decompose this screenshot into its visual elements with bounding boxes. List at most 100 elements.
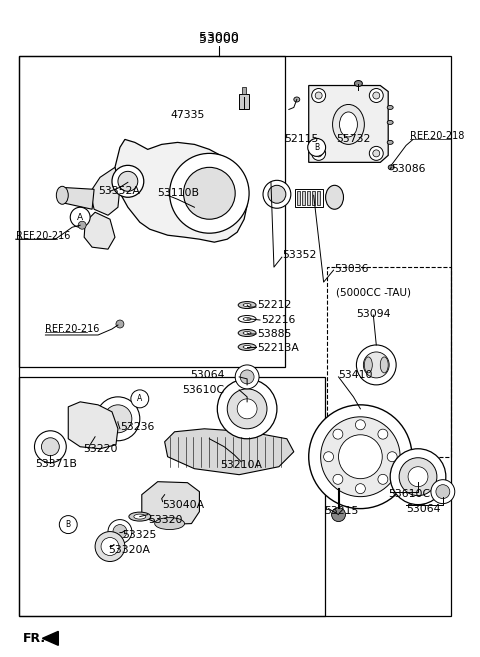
Ellipse shape bbox=[387, 141, 393, 145]
Polygon shape bbox=[142, 482, 199, 524]
Ellipse shape bbox=[333, 104, 364, 145]
Polygon shape bbox=[42, 631, 59, 645]
Circle shape bbox=[235, 365, 259, 389]
Circle shape bbox=[332, 508, 346, 522]
Ellipse shape bbox=[243, 304, 251, 307]
Bar bbox=[19, 56, 285, 367]
Text: 53352A: 53352A bbox=[98, 187, 140, 196]
Text: 53094: 53094 bbox=[356, 309, 391, 319]
Circle shape bbox=[309, 405, 412, 509]
Circle shape bbox=[355, 420, 365, 430]
Polygon shape bbox=[90, 168, 120, 215]
Text: A: A bbox=[77, 213, 83, 221]
Text: 55732: 55732 bbox=[336, 135, 371, 145]
Circle shape bbox=[431, 480, 455, 504]
Text: 53110B: 53110B bbox=[158, 189, 200, 198]
Text: 53000: 53000 bbox=[199, 33, 239, 46]
Text: 52212: 52212 bbox=[257, 300, 291, 310]
Circle shape bbox=[96, 397, 140, 441]
Circle shape bbox=[338, 435, 382, 479]
Ellipse shape bbox=[155, 518, 184, 530]
Text: (5000CC -TAU): (5000CC -TAU) bbox=[336, 287, 411, 297]
Circle shape bbox=[373, 92, 380, 99]
Ellipse shape bbox=[364, 357, 372, 373]
Circle shape bbox=[399, 458, 437, 495]
Circle shape bbox=[378, 474, 388, 484]
Text: 53610C: 53610C bbox=[182, 385, 224, 395]
Circle shape bbox=[268, 185, 286, 203]
Text: 53040A: 53040A bbox=[163, 499, 205, 510]
Text: 53236: 53236 bbox=[120, 422, 154, 432]
Text: B: B bbox=[66, 520, 71, 529]
Circle shape bbox=[217, 379, 277, 439]
Bar bbox=[312, 191, 315, 205]
Bar bbox=[307, 191, 310, 205]
Circle shape bbox=[183, 168, 235, 219]
Ellipse shape bbox=[238, 302, 256, 309]
Circle shape bbox=[131, 390, 149, 408]
Text: FR.: FR. bbox=[23, 632, 46, 645]
Text: REF.20-218: REF.20-218 bbox=[410, 131, 465, 141]
Text: 53210A: 53210A bbox=[220, 460, 262, 470]
Circle shape bbox=[112, 166, 144, 197]
Circle shape bbox=[108, 520, 132, 543]
Bar bbox=[19, 377, 324, 616]
Circle shape bbox=[357, 345, 396, 385]
Circle shape bbox=[169, 153, 249, 233]
Ellipse shape bbox=[238, 330, 256, 336]
Text: 53036: 53036 bbox=[335, 264, 369, 274]
Text: 47335: 47335 bbox=[170, 110, 204, 120]
Circle shape bbox=[263, 180, 291, 208]
Text: REF.20-216: REF.20-216 bbox=[15, 231, 70, 241]
Polygon shape bbox=[165, 429, 294, 475]
Text: B: B bbox=[314, 143, 319, 152]
Circle shape bbox=[35, 431, 66, 463]
Circle shape bbox=[369, 147, 383, 160]
Text: 53064: 53064 bbox=[406, 504, 441, 514]
Circle shape bbox=[308, 139, 325, 156]
Text: A: A bbox=[137, 394, 143, 403]
Text: 53410: 53410 bbox=[338, 370, 373, 380]
Ellipse shape bbox=[388, 165, 394, 170]
Circle shape bbox=[227, 389, 267, 429]
Circle shape bbox=[113, 524, 127, 539]
Circle shape bbox=[60, 516, 77, 533]
Circle shape bbox=[118, 171, 138, 191]
Circle shape bbox=[237, 399, 257, 419]
Ellipse shape bbox=[243, 346, 251, 348]
Ellipse shape bbox=[387, 120, 393, 124]
Circle shape bbox=[373, 150, 380, 157]
Bar bbox=[242, 87, 246, 95]
Bar bbox=[295, 189, 323, 207]
Circle shape bbox=[78, 221, 86, 229]
Text: 53220: 53220 bbox=[83, 443, 118, 454]
Text: 53320A: 53320A bbox=[108, 545, 150, 555]
Circle shape bbox=[41, 438, 60, 456]
Ellipse shape bbox=[129, 512, 151, 521]
Circle shape bbox=[387, 452, 397, 462]
Polygon shape bbox=[60, 187, 94, 209]
Circle shape bbox=[355, 484, 365, 493]
Circle shape bbox=[408, 466, 428, 487]
Text: 53885: 53885 bbox=[257, 329, 291, 339]
Circle shape bbox=[378, 429, 388, 439]
Circle shape bbox=[104, 405, 132, 433]
Text: 53064: 53064 bbox=[190, 370, 224, 380]
Ellipse shape bbox=[56, 187, 68, 204]
Text: 53610C: 53610C bbox=[388, 489, 431, 499]
Text: 53325: 53325 bbox=[122, 530, 156, 539]
Bar bbox=[19, 56, 451, 616]
Text: 53352: 53352 bbox=[282, 250, 316, 260]
Bar bbox=[326, 267, 451, 457]
Text: 52213A: 52213A bbox=[257, 343, 299, 353]
Ellipse shape bbox=[339, 112, 358, 137]
Text: REF.20-216: REF.20-216 bbox=[46, 324, 100, 334]
Circle shape bbox=[95, 532, 125, 562]
Text: 53320: 53320 bbox=[148, 514, 182, 524]
Circle shape bbox=[101, 537, 119, 556]
Text: 53215: 53215 bbox=[324, 506, 359, 516]
Bar bbox=[239, 95, 249, 110]
Ellipse shape bbox=[243, 317, 251, 321]
Circle shape bbox=[333, 474, 343, 484]
Text: 53371B: 53371B bbox=[36, 459, 77, 468]
